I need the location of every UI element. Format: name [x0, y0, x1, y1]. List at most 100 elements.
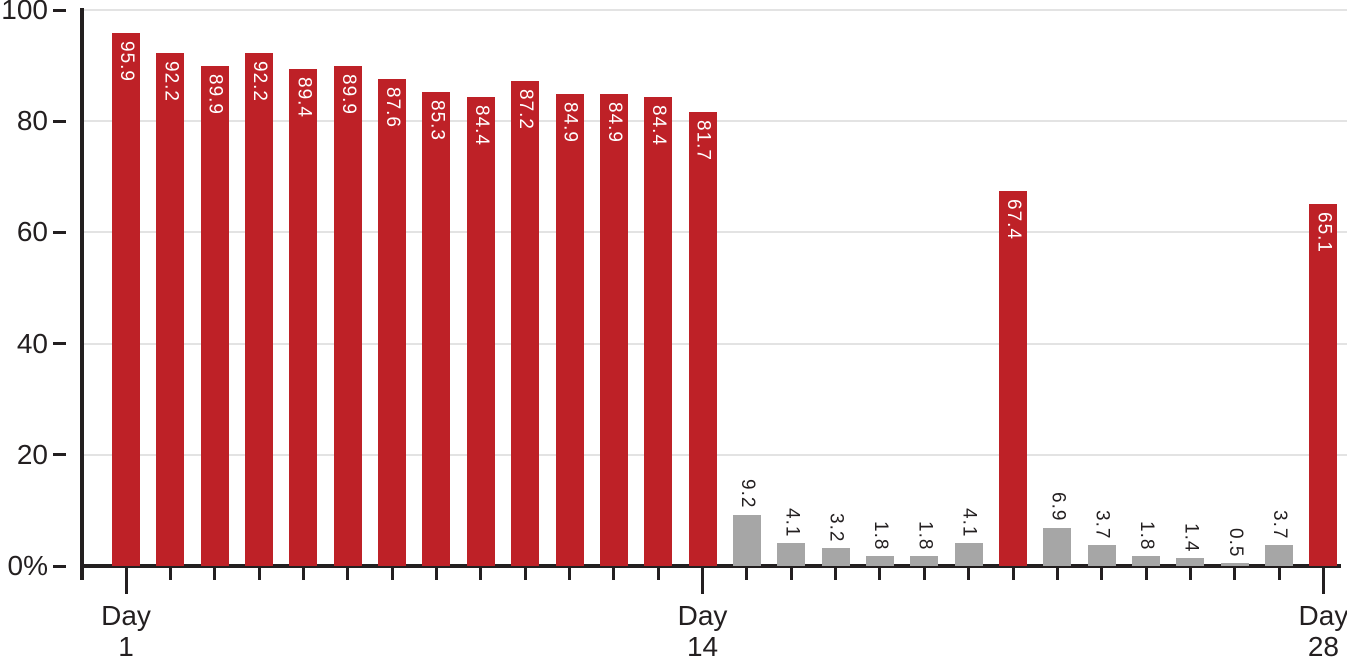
bar-value-day-8: 85.3: [426, 99, 448, 141]
y-axis-tick-label: 40: [16, 327, 48, 359]
bar-day-22: [1043, 527, 1072, 566]
bar-value-day-10: 87.2: [515, 89, 537, 131]
bar-day-3: [200, 66, 229, 566]
bar-day-1: [112, 32, 140, 566]
x-axis: [80, 564, 1341, 568]
bar-day-28: [1309, 204, 1338, 566]
bar-value-day-24: 1.8: [1136, 520, 1158, 550]
x-axis-label-line2: 28: [1307, 631, 1340, 660]
bar-value-day-2: 92.2: [160, 61, 182, 103]
x-axis-tick-day-22: [1055, 568, 1059, 580]
bar-day-12: [599, 93, 628, 566]
y-axis-tick: [53, 119, 66, 123]
x-axis-tick-day-18: [878, 568, 882, 580]
bar-value-day-7: 87.6: [382, 86, 404, 128]
x-axis-tick-day-27: [1277, 568, 1281, 580]
bar-day-14: [688, 111, 717, 566]
bar-value-day-14: 81.7: [692, 119, 714, 161]
bar-day-26: [1220, 563, 1249, 566]
bar-day-24: [1132, 555, 1161, 566]
bar-day-7: [378, 78, 407, 566]
x-axis-label-line1: Day: [1298, 600, 1347, 631]
bar-value-day-5: 89.4: [293, 76, 315, 118]
x-axis-tick-day-14: [701, 568, 705, 594]
x-axis-label-day-28: Day 28: [1263, 600, 1347, 660]
bar-value-day-4: 92.2: [249, 61, 271, 103]
x-axis-tick-day-7: [390, 568, 394, 580]
x-axis-tick-day-21: [1011, 568, 1015, 580]
bar-day-11: [555, 93, 584, 566]
bar-value-day-28: 65.1: [1313, 212, 1335, 254]
y-axis-tick-label: 80: [16, 105, 48, 137]
bar-day-13: [644, 96, 673, 566]
x-axis-tick-day-11: [568, 568, 571, 580]
y-axis-tick-label: 60: [16, 216, 48, 248]
x-axis-tick-day-9: [479, 568, 483, 580]
bar-value-day-11: 84.9: [559, 101, 581, 143]
bar-day-5: [289, 68, 318, 566]
bar-value-day-1: 95.9: [116, 40, 137, 82]
bar-value-day-15: 9.2: [736, 479, 758, 509]
bar-day-9: [466, 96, 495, 566]
bar-value-day-25: 1.4: [1180, 522, 1202, 553]
x-axis-tick-day-3: [213, 568, 217, 580]
x-axis-tick-day-6: [346, 568, 350, 580]
bar-day-19: [910, 555, 939, 566]
bar-value-day-9: 84.4: [470, 104, 492, 146]
bar-day-21: [999, 191, 1027, 566]
x-axis-tick-day-16: [789, 568, 793, 580]
x-axis-tick-day-28: [1321, 568, 1325, 594]
bar-day-2: [156, 53, 185, 566]
y-axis-tick: [53, 342, 66, 346]
y-axis-tick-label: 100: [1, 0, 48, 25]
bar-value-day-6: 89.9: [337, 74, 359, 116]
x-axis-tick-day-24: [1144, 568, 1148, 580]
y-axis-tick: [53, 230, 66, 234]
gridline-100: [84, 9, 1347, 11]
y-axis-tick: [53, 564, 66, 568]
y-axis-tick-label: 20: [16, 438, 48, 470]
bar-day-4: [245, 53, 274, 566]
x-axis-label-day-1: Day 1: [66, 600, 186, 660]
x-axis-tick-day-4: [257, 568, 261, 580]
x-axis-label-day-14: Day 14: [643, 600, 763, 660]
x-axis-tick-day-15: [745, 568, 749, 580]
bar-value-day-22: 6.9: [1047, 492, 1069, 522]
bar-value-day-12: 84.9: [603, 101, 625, 143]
x-axis-tick-day-19: [922, 568, 926, 580]
bar-day-8: [422, 91, 451, 566]
x-axis-label-line2: 1: [118, 631, 134, 660]
bar-day-6: [333, 66, 362, 566]
x-axis-tick-day-20: [967, 568, 971, 580]
bar-day-18: [865, 555, 894, 566]
bar-value-day-27: 3.7: [1269, 510, 1291, 540]
y-axis-tick: [53, 8, 66, 12]
x-axis-tick-day-5: [301, 568, 305, 580]
x-axis-tick-day-25: [1188, 568, 1192, 580]
x-axis-label-line2: 14: [686, 631, 719, 660]
x-axis-tick-day-23: [1100, 568, 1104, 580]
x-axis-tick-day-13: [656, 568, 660, 580]
bar-value-day-26: 0.5: [1224, 527, 1246, 558]
bar-day-25: [1176, 558, 1205, 566]
bar-day-23: [1087, 545, 1116, 566]
bar-day-20: [954, 543, 983, 566]
x-axis-tick-day-2: [168, 568, 172, 580]
bar-value-day-16: 4.1: [781, 507, 803, 538]
bar-value-day-21: 67.4: [1003, 199, 1024, 241]
y-axis: [80, 8, 84, 580]
bar-value-day-18: 1.8: [869, 520, 891, 550]
x-axis-tick-day-26: [1233, 568, 1237, 580]
bar-value-day-3: 89.9: [204, 74, 226, 116]
bar-day-17: [821, 548, 850, 566]
bar-value-day-23: 3.7: [1091, 510, 1113, 540]
x-axis-tick-day-8: [434, 568, 438, 580]
bar-day-16: [777, 543, 806, 566]
x-axis-tick-day-10: [523, 568, 527, 580]
y-axis-tick-label: 0%: [7, 550, 48, 581]
x-axis-tick-day-1: [124, 568, 128, 594]
x-axis-tick-day-12: [612, 568, 616, 580]
bar-value-day-13: 84.4: [648, 104, 670, 146]
bar-value-day-20: 4.1: [958, 507, 980, 538]
